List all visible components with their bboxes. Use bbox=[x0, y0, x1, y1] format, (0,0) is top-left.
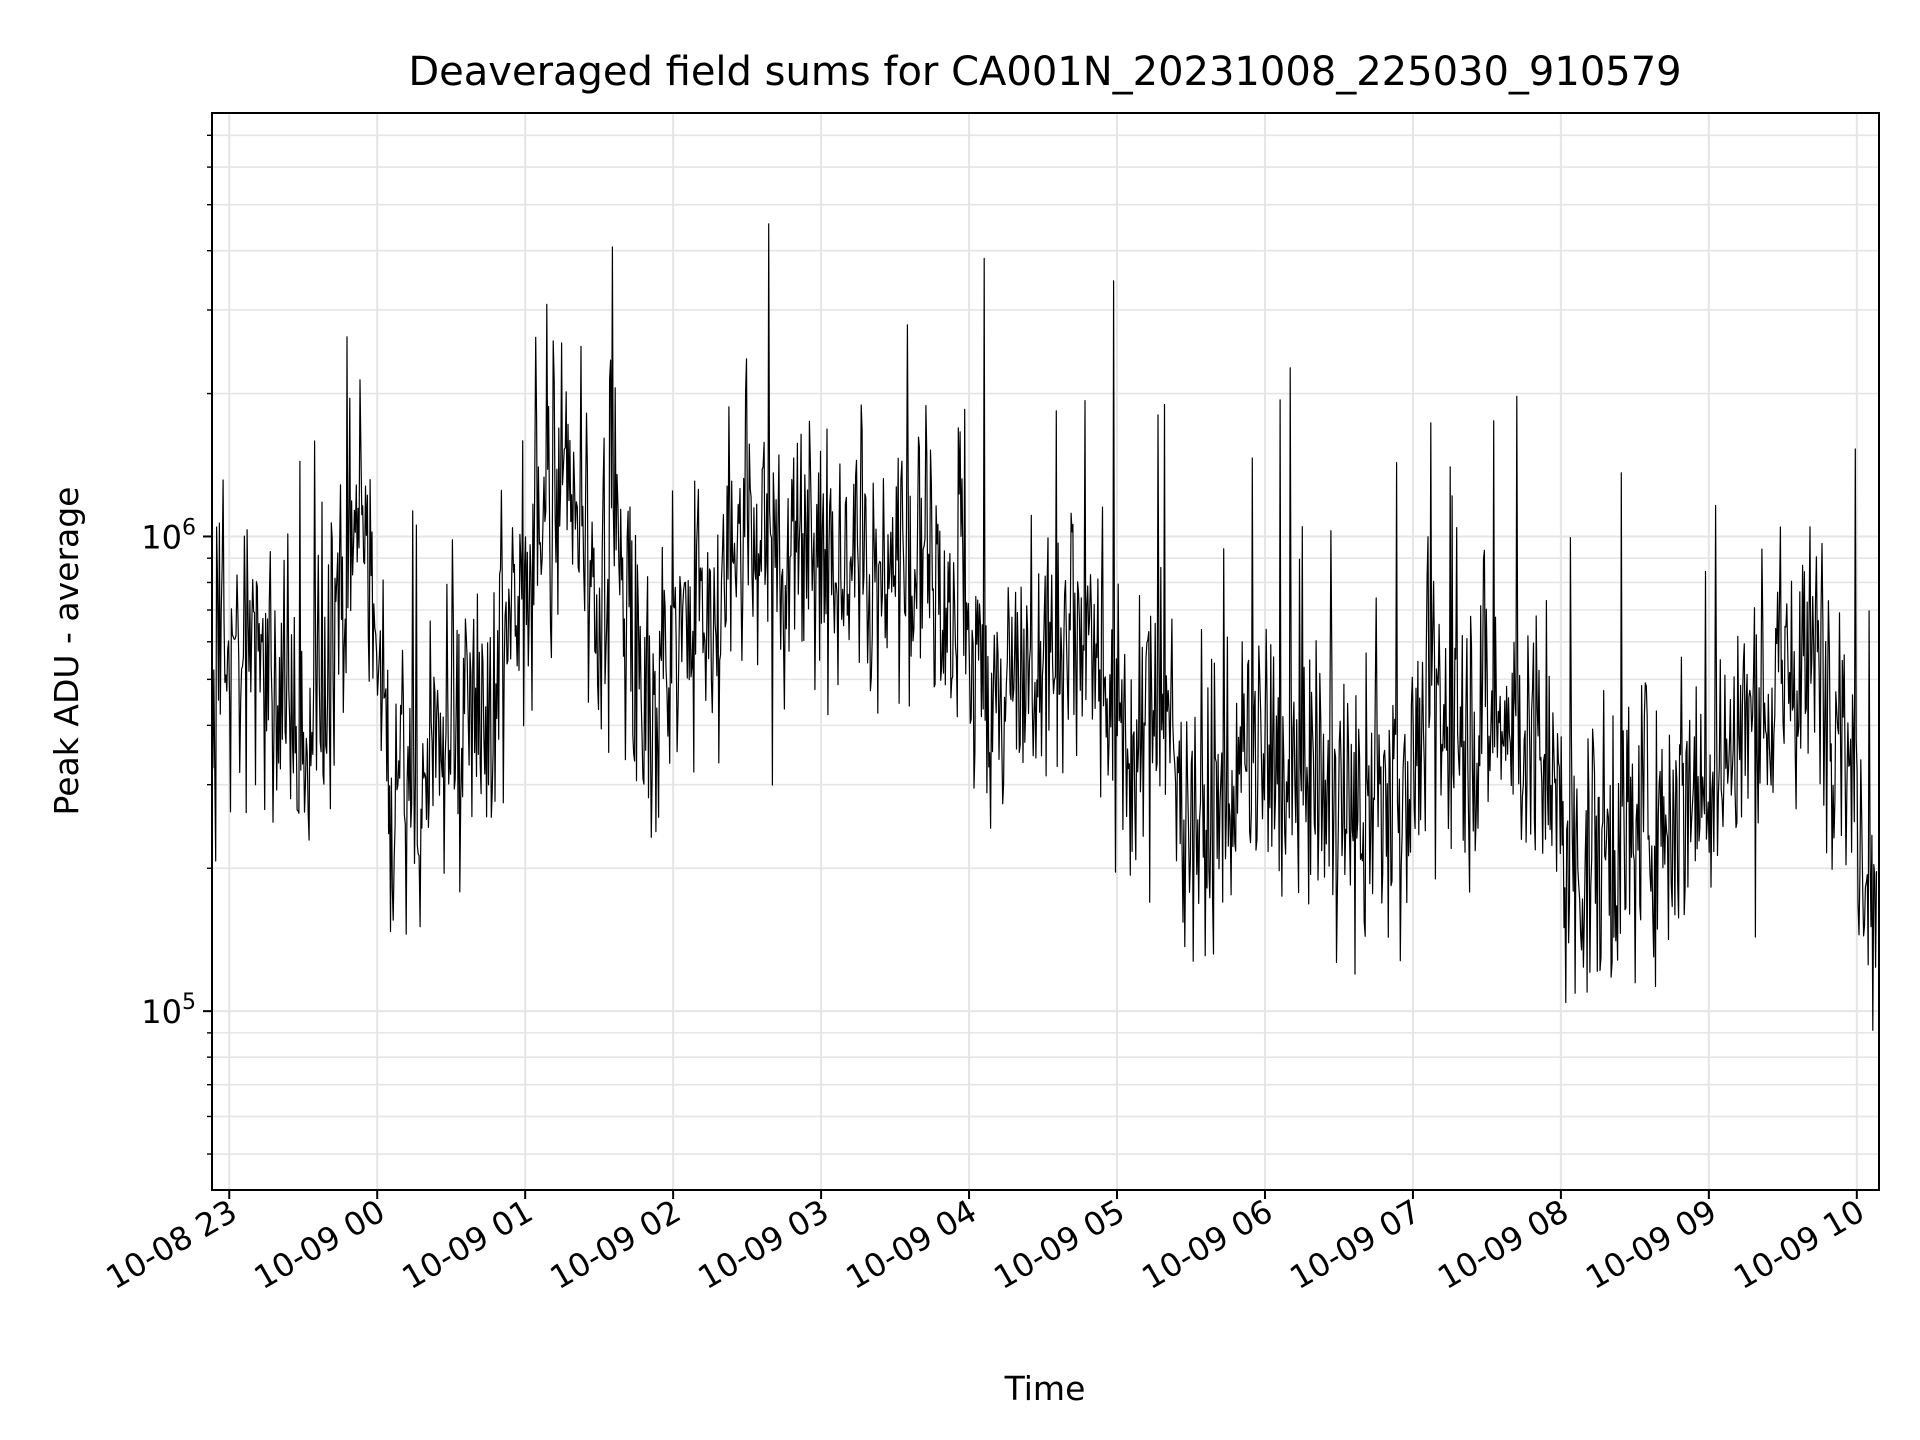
y-axis-ticks: 105 106 bbox=[141, 134, 212, 1155]
y-tick-label: 106 bbox=[141, 515, 196, 556]
series-layer bbox=[212, 223, 1878, 1031]
plot-frame bbox=[211, 112, 1880, 1191]
chart-title: Deaveraged field sums for CA001N_2023100… bbox=[408, 49, 1681, 95]
x-axis-label: Time bbox=[1004, 1369, 1086, 1408]
series-line-0 bbox=[212, 223, 1878, 1031]
y-tick-label: 105 bbox=[141, 990, 196, 1031]
y-axis-label: Peak ADU - average bbox=[47, 487, 86, 816]
